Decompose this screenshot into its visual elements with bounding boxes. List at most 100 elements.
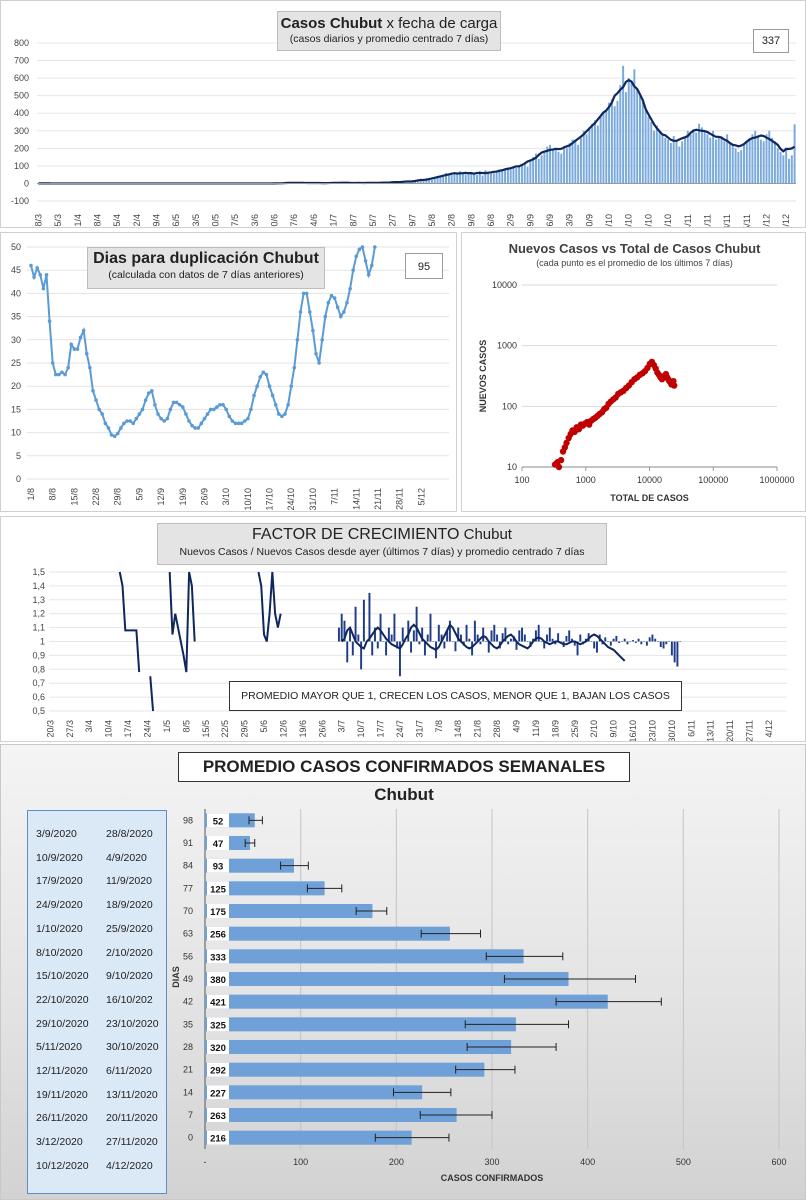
date-range-end: 10/9/2020: [36, 851, 83, 864]
daily-bar: [433, 179, 436, 184]
value-label-bg: [207, 972, 229, 986]
daily-bar: [689, 134, 692, 184]
daily-cases-chart: -100 0 100 200 300 400 500 600 700 800 18/3 25/3 1/4…: [0, 0, 806, 228]
daily-bar: [585, 134, 588, 184]
daily-bar: [644, 109, 647, 184]
x-tick-label: 19/8: [466, 214, 476, 228]
date-range-end: 19/11/2020: [36, 1088, 88, 1101]
daily-bar: [436, 177, 439, 184]
weekly-bar: [205, 1062, 485, 1077]
growth-bar: [618, 641, 621, 643]
growth-bar: [398, 641, 401, 677]
doubling-point: [193, 426, 197, 430]
daily-bar: [543, 151, 546, 184]
daily-bar: [779, 151, 782, 184]
doubling-point: [63, 372, 67, 377]
daily-bar: [655, 125, 658, 184]
value-label-bg: [207, 881, 229, 896]
y-tick-label: 100: [14, 161, 29, 171]
daily-bar: [785, 148, 788, 184]
growth-bar: [440, 634, 443, 642]
daily-bar: [430, 179, 433, 184]
x-tick-label: -: [204, 1157, 207, 1167]
doubling-point: [246, 416, 250, 421]
x-tick-label: 2/10: [589, 720, 599, 738]
doubling-point: [109, 433, 114, 437]
value-label-bg: [207, 1062, 229, 1077]
value-label: 47: [213, 839, 224, 850]
growth-title: FACTOR DE CRECIMIENTO: [252, 526, 460, 543]
growth-bar: [490, 630, 493, 642]
growth-bar: [418, 641, 421, 645]
daily-bar: [771, 137, 774, 184]
y-tick-label: 600: [14, 73, 29, 83]
doubling-point: [373, 245, 377, 249]
growth-bar: [654, 638, 657, 642]
daily-bar: [793, 124, 796, 184]
doubling-point: [106, 426, 111, 430]
y-tick-label: 0,9: [32, 650, 45, 660]
value-label: 263: [210, 1111, 226, 1122]
y-tick-label: 70: [183, 906, 193, 916]
daily-bar: [520, 164, 523, 184]
x-tick-label: 22/8: [91, 488, 101, 506]
date-range-start: 23/10/2020: [106, 1017, 159, 1030]
daily-bar: [467, 172, 470, 184]
doubling-point: [280, 414, 284, 419]
x-tick-label: 24/4: [142, 720, 152, 738]
scatter-point: [670, 382, 678, 389]
daily-bar: [439, 176, 442, 184]
x-tick-label: 28/10: [663, 214, 673, 228]
value-label: 93: [213, 862, 224, 873]
x-tick-label: 17/6: [289, 214, 299, 228]
growth-bar: [404, 641, 407, 642]
value-label: 421: [210, 998, 227, 1009]
growth-bar: [651, 634, 654, 642]
x-tick-label: 28/11: [395, 488, 405, 510]
date-range-row: 10/12/2020 4/12/2020: [28, 1155, 168, 1178]
growth-bar: [401, 627, 404, 642]
daily-bar: [681, 141, 684, 184]
date-range-end: 5/11/2020: [36, 1041, 82, 1054]
growth-bar: [523, 634, 526, 642]
doubling-point: [94, 398, 98, 402]
y-axis-title: NUEVOS CASOS: [478, 340, 488, 413]
growth-bar: [349, 627, 351, 642]
x-tick-label: 29/5: [240, 720, 250, 738]
y-tick-label: 1,2: [32, 609, 45, 619]
growth-bar: [668, 641, 671, 642]
daily-bar: [737, 151, 740, 184]
daily-bar: [695, 132, 698, 184]
x-tick-label: 22/4: [132, 214, 142, 228]
x-tick-label: 30/10: [667, 720, 677, 742]
growth-bar: [385, 641, 388, 656]
x-tick-label: 15/7: [368, 214, 378, 228]
growth-factor-svg: 0,5 0,6 0,7 0,8 0,9 1 1,1 1,2 1,3 1,4 1,5 20/3 27/3 3…: [32, 567, 787, 742]
daily-bar: [678, 146, 681, 184]
daily-bar: [734, 148, 737, 184]
daily-cases-title: Casos Chubut: [280, 15, 383, 32]
x-tick-label: 5/9: [134, 488, 144, 501]
growth-avg-line: [118, 571, 141, 673]
y-tick-label: 1: [40, 637, 45, 647]
doubling-point: [196, 426, 201, 430]
value-label-bg: [207, 904, 229, 918]
daily-bar: [537, 158, 540, 184]
weekly-bar: [205, 926, 450, 941]
growth-bar: [351, 641, 354, 656]
doubling-point: [255, 384, 259, 388]
daily-bar: [608, 102, 611, 184]
growth-annotation: PROMEDIO MAYOR QUE 1, CRECEN LOS CASOS, …: [241, 690, 670, 702]
growth-bar: [360, 641, 363, 670]
growth-bar: [648, 637, 651, 642]
doubling-point: [289, 384, 294, 388]
value-label-bg: [207, 994, 229, 1009]
growth-bar: [429, 613, 432, 642]
daily-bar: [720, 137, 723, 184]
growth-bar: [496, 634, 499, 642]
y-tick-label: 0: [188, 1133, 193, 1143]
growth-bar: [534, 630, 537, 642]
growth-bar: [448, 620, 451, 642]
growth-bar: [640, 641, 643, 645]
doubling-point: [277, 412, 281, 416]
